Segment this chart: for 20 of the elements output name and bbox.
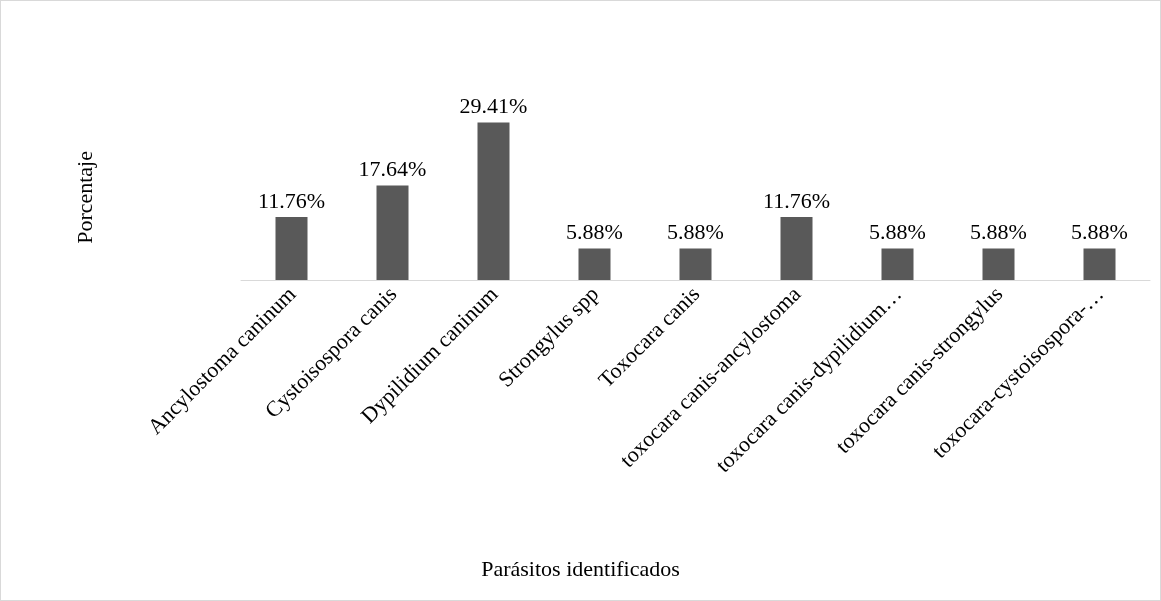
data-label: 11.76% xyxy=(762,187,831,213)
data-label: 17.64% xyxy=(358,156,427,182)
bar xyxy=(881,248,914,280)
data-label: 5.88% xyxy=(566,219,623,245)
data-label: 5.88% xyxy=(869,219,926,245)
bar xyxy=(376,185,409,280)
bar xyxy=(982,248,1015,280)
data-label: 29.41% xyxy=(459,93,528,118)
data-label: 5.88% xyxy=(970,219,1027,245)
data-label: 5.88% xyxy=(1071,219,1128,245)
data-label: 5.88% xyxy=(667,219,724,245)
y-axis-title: Porcentaje xyxy=(71,150,97,244)
data-label: 11.76% xyxy=(257,187,326,213)
bar xyxy=(275,217,308,280)
bar xyxy=(578,248,611,280)
bar xyxy=(477,122,510,280)
x-axis-title: Parásitos identificados xyxy=(481,555,680,581)
bar xyxy=(780,217,813,280)
bar xyxy=(679,248,712,280)
bar xyxy=(1083,248,1116,280)
